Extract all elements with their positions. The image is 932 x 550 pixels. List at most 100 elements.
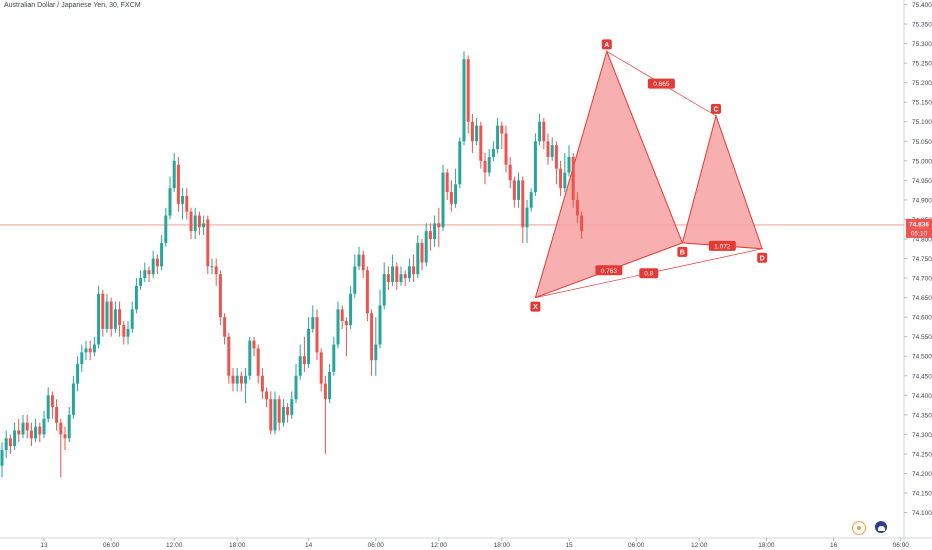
candle-body: [286, 407, 290, 415]
ratio-badge: [595, 265, 623, 276]
y-tick-label: 74.150: [912, 491, 932, 498]
candle-body: [50, 395, 54, 408]
countdown-badge: [906, 228, 932, 238]
candle-body: [407, 266, 411, 279]
candle-body: [336, 309, 340, 345]
y-tick-label: 74.750: [912, 256, 932, 263]
pattern-point-badge: [530, 301, 541, 312]
candle-body: [55, 407, 59, 423]
y-tick-label: 74.550: [912, 334, 932, 341]
candle-body: [256, 348, 260, 376]
x-tick-label: 12:00: [691, 542, 708, 549]
candle-body: [458, 141, 462, 185]
candle-body: [521, 180, 525, 228]
candle-body: [223, 317, 227, 337]
candle-body: [500, 125, 504, 134]
candle-body: [525, 207, 529, 228]
y-tick-label: 74.250: [912, 451, 932, 458]
candle-body: [357, 254, 361, 267]
candle-body: [260, 375, 264, 392]
candle-body: [567, 156, 571, 173]
candle-body: [382, 274, 386, 306]
candle-body: [311, 317, 315, 329]
candle-body: [487, 156, 491, 173]
candle-body: [13, 430, 17, 447]
y-tick-label: 74.650: [912, 295, 932, 302]
candle-body: [466, 59, 470, 122]
y-tick-label: 74.350: [912, 412, 932, 419]
candle-body: [475, 125, 479, 142]
candle-body: [273, 399, 277, 431]
candle-body: [193, 215, 197, 232]
candle-body: [512, 180, 516, 200]
candle-body: [130, 309, 134, 329]
candle-body: [462, 59, 466, 142]
candle-body: [206, 219, 210, 267]
x-tick-label: 12:00: [431, 542, 448, 549]
y-tick-label: 75.350: [912, 22, 932, 29]
candle-body: [361, 254, 365, 271]
candle-body: [420, 242, 424, 263]
candle-body: [412, 266, 416, 275]
y-tick-label: 74.700: [912, 276, 932, 283]
candle-body: [365, 270, 369, 314]
candle-body: [244, 375, 248, 384]
candle-body: [139, 278, 143, 286]
candle-body: [349, 293, 353, 325]
countdown-label: 05:10: [911, 231, 928, 238]
pattern-point-label: C: [713, 106, 718, 113]
candle-body: [235, 375, 239, 384]
candle-body: [529, 192, 533, 208]
pattern-point-label: A: [604, 42, 609, 49]
candle-body: [580, 215, 584, 232]
candle-body: [575, 199, 579, 216]
candle-body: [424, 231, 428, 263]
y-tick-label: 74.300: [912, 432, 932, 439]
candle-body: [559, 168, 563, 189]
pattern-point-badge: [677, 246, 688, 257]
candle-body: [134, 285, 138, 310]
candle-body: [88, 348, 92, 353]
pattern-point-label: D: [760, 255, 765, 262]
x-tick-label: 06:00: [893, 542, 910, 549]
candle-body: [109, 301, 113, 329]
candle-body: [63, 434, 67, 439]
last-price-label: 74.836: [909, 221, 929, 228]
candle-body: [227, 336, 231, 376]
candle-body: [248, 340, 252, 376]
avatar-icon[interactable]: [875, 521, 887, 533]
candle-body: [433, 223, 437, 239]
candle-body: [80, 352, 84, 365]
candle-body: [340, 309, 344, 322]
ratio-badge: [708, 240, 736, 251]
candle-body: [239, 375, 243, 384]
y-tick-label: 75.300: [912, 41, 932, 48]
pattern-point-label: X: [533, 304, 538, 311]
candle-body: [554, 145, 558, 169]
candle-body: [550, 145, 554, 157]
candle-body: [533, 141, 537, 193]
gear-icon[interactable]: [852, 521, 866, 535]
y-tick-label: 75.250: [912, 61, 932, 68]
candle-body: [454, 184, 458, 204]
candle-body: [517, 180, 521, 200]
candle-body: [479, 125, 483, 161]
candle-body: [307, 328, 311, 365]
ratio-badge: [647, 78, 675, 89]
candle-body: [0, 450, 4, 466]
y-tick-label: 75.100: [912, 119, 932, 126]
candle-body: [374, 344, 378, 361]
candle-body: [508, 164, 512, 181]
ratio-label: 0.8: [644, 271, 653, 278]
candle-body: [277, 399, 281, 423]
candle-body: [538, 121, 542, 142]
candle-body: [332, 344, 336, 372]
ratio-label: 0.665: [653, 81, 670, 88]
candle-body: [399, 274, 403, 282]
y-tick-label: 74.500: [912, 354, 932, 361]
candle-body: [210, 266, 214, 268]
candle-body: [21, 422, 25, 435]
candle-body: [8, 438, 12, 447]
